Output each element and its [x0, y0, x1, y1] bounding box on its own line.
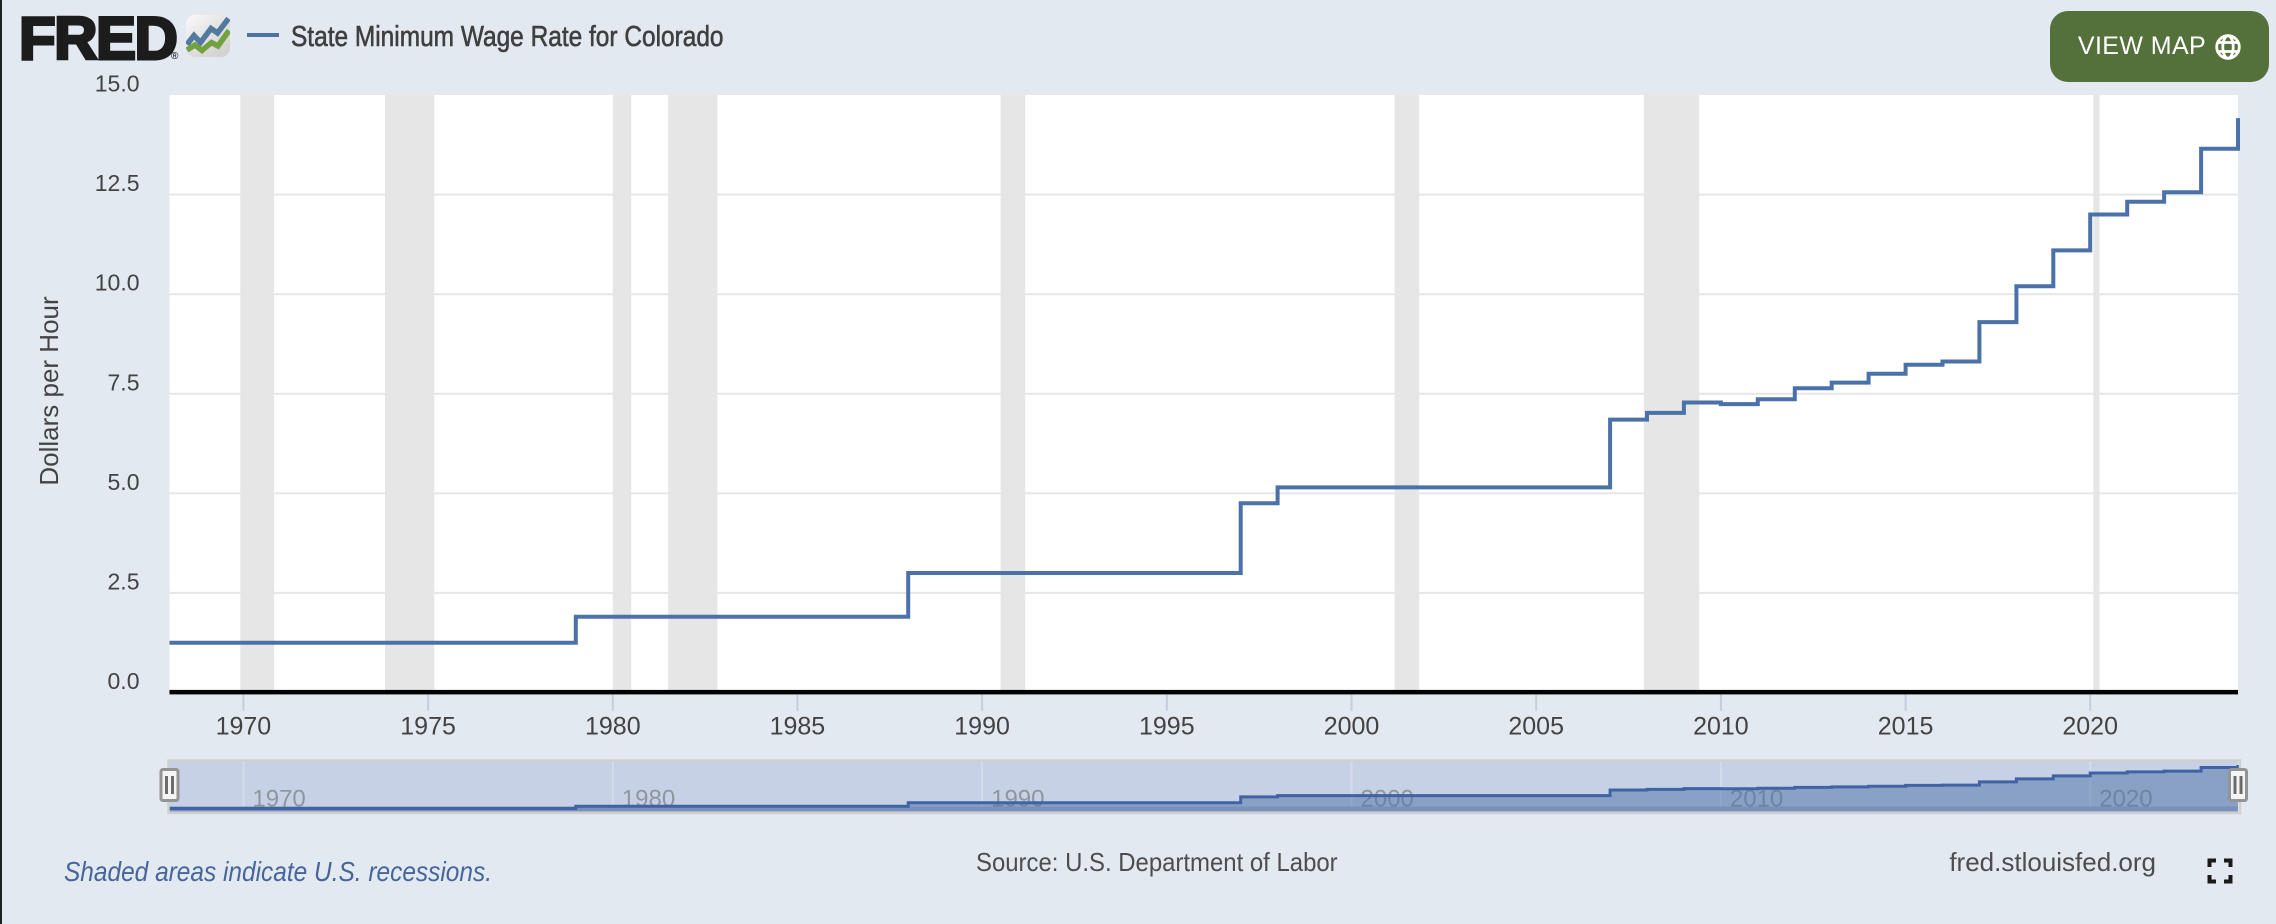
svg-text:1990: 1990: [954, 713, 1010, 741]
svg-text:2010: 2010: [1693, 713, 1749, 741]
svg-text:2.5: 2.5: [108, 568, 140, 594]
svg-text:2015: 2015: [1878, 713, 1934, 741]
svg-text:7.5: 7.5: [108, 369, 140, 395]
svg-text:12.5: 12.5: [95, 170, 140, 196]
svg-text:1975: 1975: [400, 713, 456, 741]
svg-text:1985: 1985: [770, 713, 826, 741]
svg-text:2020: 2020: [2062, 713, 2118, 741]
svg-text:5.0: 5.0: [108, 469, 140, 495]
svg-text:1970: 1970: [216, 713, 272, 741]
svg-text:Dollars per Hour: Dollars per Hour: [34, 296, 64, 486]
svg-text:1980: 1980: [585, 713, 641, 741]
svg-text:2005: 2005: [1508, 713, 1564, 741]
svg-text:10.0: 10.0: [95, 270, 140, 296]
svg-text:2000: 2000: [1324, 713, 1380, 741]
svg-text:1995: 1995: [1139, 713, 1195, 741]
svg-text:0.0: 0.0: [108, 668, 140, 694]
svg-text:15.0: 15.0: [95, 71, 140, 97]
